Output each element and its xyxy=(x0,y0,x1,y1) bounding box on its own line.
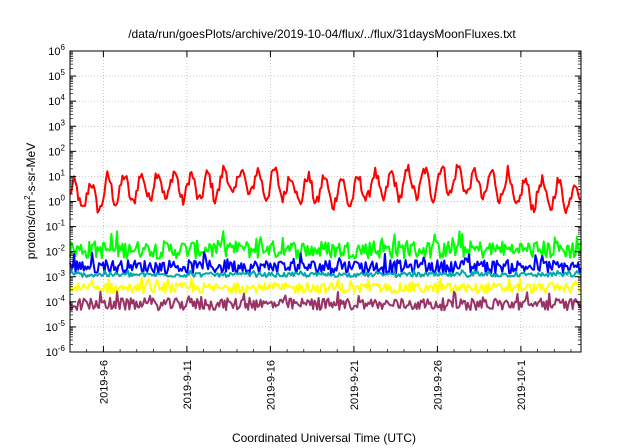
y-tick-label: 101 xyxy=(48,168,65,183)
y-axis-label-pre: protons/cm xyxy=(24,200,38,259)
y-tick-label: 10-1 xyxy=(46,219,66,234)
y-tick-label: 104 xyxy=(48,93,65,108)
series-line xyxy=(69,163,582,215)
y-tick-label: 105 xyxy=(48,68,65,83)
y-axis-label-sup: 2 xyxy=(23,195,32,200)
y-tick-label: 10-6 xyxy=(46,344,66,359)
y-axis-label: protons/cm2-s-sr-MeV xyxy=(23,143,38,259)
x-axis-label: Coordinated Universal Time (UTC) xyxy=(232,431,416,445)
y-tick-label: 106 xyxy=(48,43,65,58)
x-tick-label: 2019-9-6 xyxy=(98,360,110,404)
y-axis-label-post: -s-sr-MeV xyxy=(24,143,38,196)
series-line xyxy=(69,290,582,312)
y-tick-label: 10-5 xyxy=(46,319,66,334)
y-tick-label: 10-4 xyxy=(46,294,66,309)
y-tick-label: 102 xyxy=(48,143,65,158)
series-line xyxy=(69,230,582,260)
x-tick-label: 2019-9-21 xyxy=(349,360,361,410)
y-tick-label: 100 xyxy=(48,194,65,209)
x-axis: 2019-9-6 2019-9-11 2019-9-16 2019-9-21 2019-… xyxy=(69,51,572,410)
x-tick-label: 2019-9-26 xyxy=(432,360,444,410)
y-axis: 10-6 10-5 10-4 10-3 10-2 10-1 100 101 102 103 104 1… xyxy=(46,43,581,359)
y-tick-label: 10-3 xyxy=(46,269,66,284)
y-tick-label: 103 xyxy=(48,118,65,133)
y-tick-label: 10-2 xyxy=(46,244,66,259)
series-line xyxy=(69,277,582,295)
x-tick-label: 2019-10-1 xyxy=(516,360,528,410)
x-tick-label: 2019-9-16 xyxy=(265,360,277,410)
chart-title: /data/run/goesPlots/archive/2019-10-04/f… xyxy=(128,27,516,41)
series-line xyxy=(69,269,582,278)
series-layer xyxy=(69,163,582,312)
series-line xyxy=(69,251,582,275)
x-tick-label: 2019-9-11 xyxy=(182,360,194,409)
